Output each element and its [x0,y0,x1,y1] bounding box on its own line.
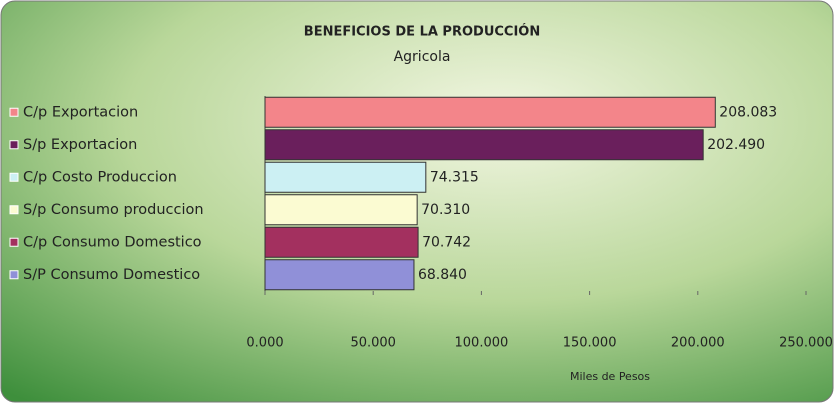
value-label: 74.315 [430,169,479,185]
chart-subtitle: Agricola [394,49,451,65]
bar [264,161,427,193]
x-tick-label: 150.000 [563,336,617,351]
x-tick-label: 50.000 [350,336,396,351]
value-label: 68.840 [418,267,467,283]
chart-title: BENEFICIOS DE LA PRODUCCIÓN [304,24,540,40]
bar [264,226,419,258]
category-marker [9,172,19,182]
x-tick-label: 250.000 [779,336,833,351]
bar [264,194,418,226]
category-marker [9,107,19,117]
y-tick-label: S/p Exportacion [23,137,137,153]
y-tick-label: S/P Consumo Domestico [23,267,200,283]
value-label: 208.083 [719,104,777,120]
y-tick-label: C/p Consumo Domestico [23,234,202,250]
x-tick-label: 100.000 [455,336,509,351]
category-marker [9,270,19,280]
bar [264,129,704,161]
category-marker [9,140,19,150]
y-tick-label: S/p Consumo produccion [23,202,204,218]
category-marker [9,237,19,247]
value-label: 70.310 [421,202,470,218]
x-tick-label: 200.000 [671,336,725,351]
y-tick-label: C/p Costo Produccion [23,169,177,185]
x-axis-label: Miles de Pesos [570,370,650,383]
bar [264,259,415,291]
bar [264,96,716,128]
category-marker [9,205,19,215]
x-tick-label: 0.000 [246,336,283,351]
value-label: 70.742 [422,234,471,250]
value-label: 202.490 [707,137,765,153]
y-tick-label: C/p Exportacion [23,104,138,120]
